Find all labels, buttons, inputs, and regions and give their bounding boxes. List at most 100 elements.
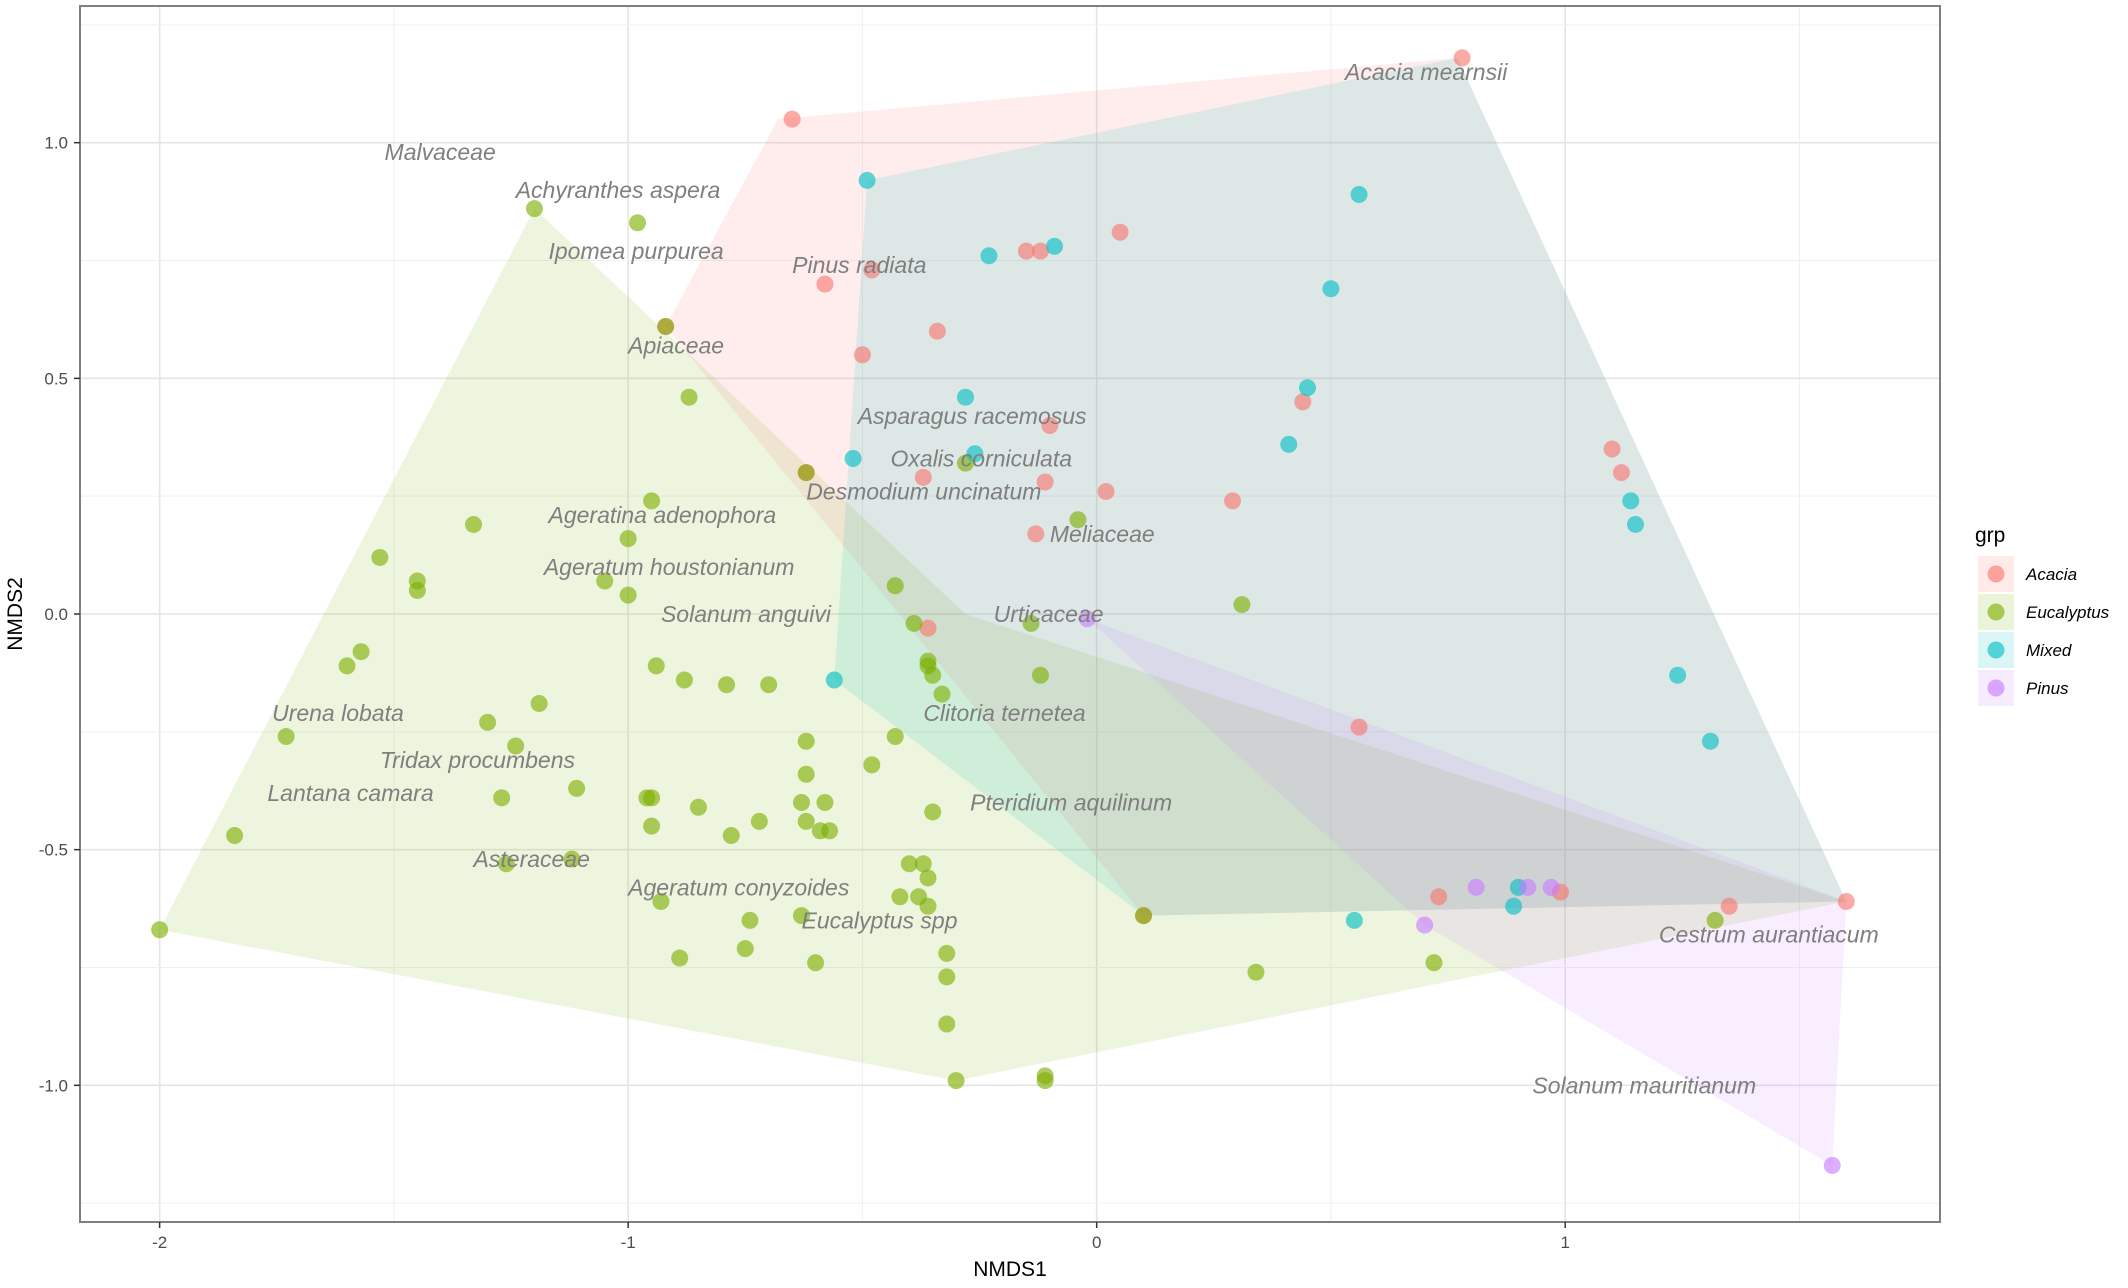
point-pinus [1078,610,1096,628]
point-eucalyptus [891,888,909,906]
legend-marker-mixed [1987,641,2005,659]
point-acacia [1031,242,1049,260]
species-label-solanum-anguivi: Solanum anguivi [661,601,832,627]
species-label-urena-lobata: Urena lobata [272,700,404,726]
point-acacia [919,619,937,637]
legend-label-pinus: Pinus [2026,679,2069,698]
point-mixed [1701,732,1719,750]
point-mixed [844,449,862,467]
point-eucalyptus [338,657,356,675]
point-eucalyptus [643,492,661,510]
point-eucalyptus [151,921,169,939]
point-eucalyptus [493,789,511,807]
species-label-clitoria-ternetea: Clitoria ternetea [923,700,1085,726]
point-eucalyptus [938,944,956,962]
x-tick-label: 1 [1560,1233,1569,1252]
point-eucalyptus [807,954,825,972]
point-eucalyptus [1135,907,1153,925]
x-tick-label: -1 [621,1233,636,1252]
point-acacia [1453,49,1471,67]
y-axis-title: NMDS2 [4,577,27,651]
point-eucalyptus [671,949,689,967]
y-axis-ticks: 1.0 0.5 0.0 -0.5 -1.0 [39,134,80,1095]
point-eucalyptus [938,968,956,986]
point-mixed [1345,911,1363,929]
point-eucalyptus [793,907,811,925]
point-acacia [1111,223,1129,241]
point-eucalyptus [596,572,614,590]
point-eucalyptus [1031,666,1049,684]
y-tick-label: -0.5 [39,841,68,860]
point-eucalyptus [1036,1072,1054,1090]
point-mixed [1626,515,1644,533]
point-eucalyptus [643,789,661,807]
species-label-pteridium-aquilinum: Pteridium aquilinum [970,790,1172,816]
point-eucalyptus [933,685,951,703]
point-mixed [858,171,876,189]
point-acacia [914,468,932,486]
point-eucalyptus [741,911,759,929]
point-eucalyptus [675,671,693,689]
legend-label-mixed: Mixed [2026,641,2072,660]
species-label-meliaceae: Meliaceae [1050,521,1155,547]
legend-title: grp [1975,524,2005,547]
species-label-malvaceae: Malvaceae [385,139,496,165]
species-label-ipomea-purpurea: Ipomea purpurea [549,238,724,264]
point-acacia [816,275,834,293]
point-eucalyptus [465,515,483,533]
point-eucalyptus [497,855,515,873]
species-label-ageratina-adenophora: Ageratina adenophora [547,502,777,528]
point-eucalyptus [863,756,881,774]
point-acacia [1837,893,1855,911]
legend-label-eucalyptus: Eucalyptus [2026,603,2110,622]
point-eucalyptus [352,643,370,661]
point-eucalyptus [750,812,768,830]
hull-mixed [834,57,1847,916]
point-eucalyptus [647,657,665,675]
legend-marker-eucalyptus [1987,603,2005,621]
y-tick-label: 0.0 [44,605,68,624]
x-tick-label: 0 [1092,1233,1101,1252]
x-tick-label: -2 [152,1233,167,1252]
point-pinus [1467,878,1485,896]
species-label-urticaceae: Urticaceae [994,601,1104,627]
point-acacia [1603,440,1621,458]
point-eucalyptus [924,803,942,821]
species-label-asteraceae: Asteraceae [472,846,590,872]
point-eucalyptus [760,676,778,694]
point-eucalyptus [793,794,811,812]
species-label-oxalis-corniculata: Oxalis corniculata [891,445,1073,471]
point-mixed [1350,186,1368,204]
point-eucalyptus [619,530,637,548]
point-eucalyptus [736,940,754,958]
point-mixed [1669,666,1687,684]
point-eucalyptus [816,794,834,812]
point-eucalyptus [914,855,932,873]
y-tick-label: -1.0 [39,1076,68,1095]
point-mixed [1322,280,1340,298]
point-mixed [980,247,998,265]
species-label-cestrum-aurantiacum: Cestrum aurantiacum [1659,921,1879,947]
point-eucalyptus [905,614,923,632]
point-acacia [1097,482,1115,500]
point-acacia [863,261,881,279]
point-mixed [956,388,974,406]
point-eucalyptus [619,586,637,604]
point-eucalyptus [919,897,937,915]
point-acacia [1720,897,1738,915]
point-eucalyptus [643,817,661,835]
legend-marker-pinus [1987,679,2005,697]
point-mixed [1622,492,1640,510]
species-label-lantana-camara: Lantana camara [267,780,433,806]
point-eucalyptus [408,581,426,599]
hull-pinus [1087,618,1847,1166]
point-eucalyptus [226,827,244,845]
point-eucalyptus [1233,596,1251,614]
point-eucalyptus [371,548,389,566]
point-eucalyptus [568,779,586,797]
species-label-desmodium-uncinatum: Desmodium uncinatum [806,478,1041,504]
hull-eucalyptus [159,208,1847,1081]
data-points [151,49,1855,1174]
species-label-apiaceae: Apiaceae [626,332,724,358]
